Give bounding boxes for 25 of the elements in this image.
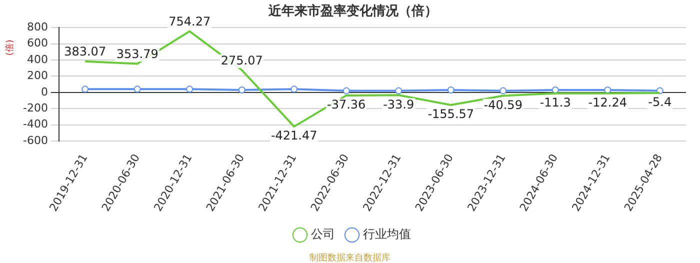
y-tick-label: 0 (40, 85, 48, 98)
data-label: -11.3 (540, 95, 571, 110)
y-tick-label: 400 (26, 52, 48, 66)
y-tick-label: 800 (26, 20, 48, 34)
data-label: 353.79 (116, 46, 158, 61)
data-label: 275.07 (220, 53, 263, 68)
data-label: -5.4 (648, 94, 672, 109)
data-label: -421.47 (270, 128, 318, 143)
text: 制图数据来自数据库 (310, 252, 390, 263)
data-label: 754.27 (168, 14, 211, 28)
y-tick-label: -600 (22, 134, 48, 147)
chart-title: 近年来市盈率变化情况（倍） (268, 3, 438, 20)
y-tick-label: 200 (26, 69, 48, 82)
data-label: -33.9 (383, 97, 414, 112)
y-axis-title: (倍) (4, 40, 16, 56)
data-label: 383.07 (64, 44, 106, 59)
legend-label: 行业均值 (363, 227, 411, 242)
y-tick-label: -400 (22, 118, 48, 131)
data-label: -37.36 (327, 98, 366, 112)
data-label: -40.59 (484, 98, 522, 112)
data-label: -155.57 (428, 107, 474, 122)
y-tick-label: 600 (26, 36, 48, 50)
data-label: -12.24 (588, 96, 627, 110)
y-tick-label: -200 (22, 101, 48, 114)
legend-label: 公司 (311, 227, 335, 242)
